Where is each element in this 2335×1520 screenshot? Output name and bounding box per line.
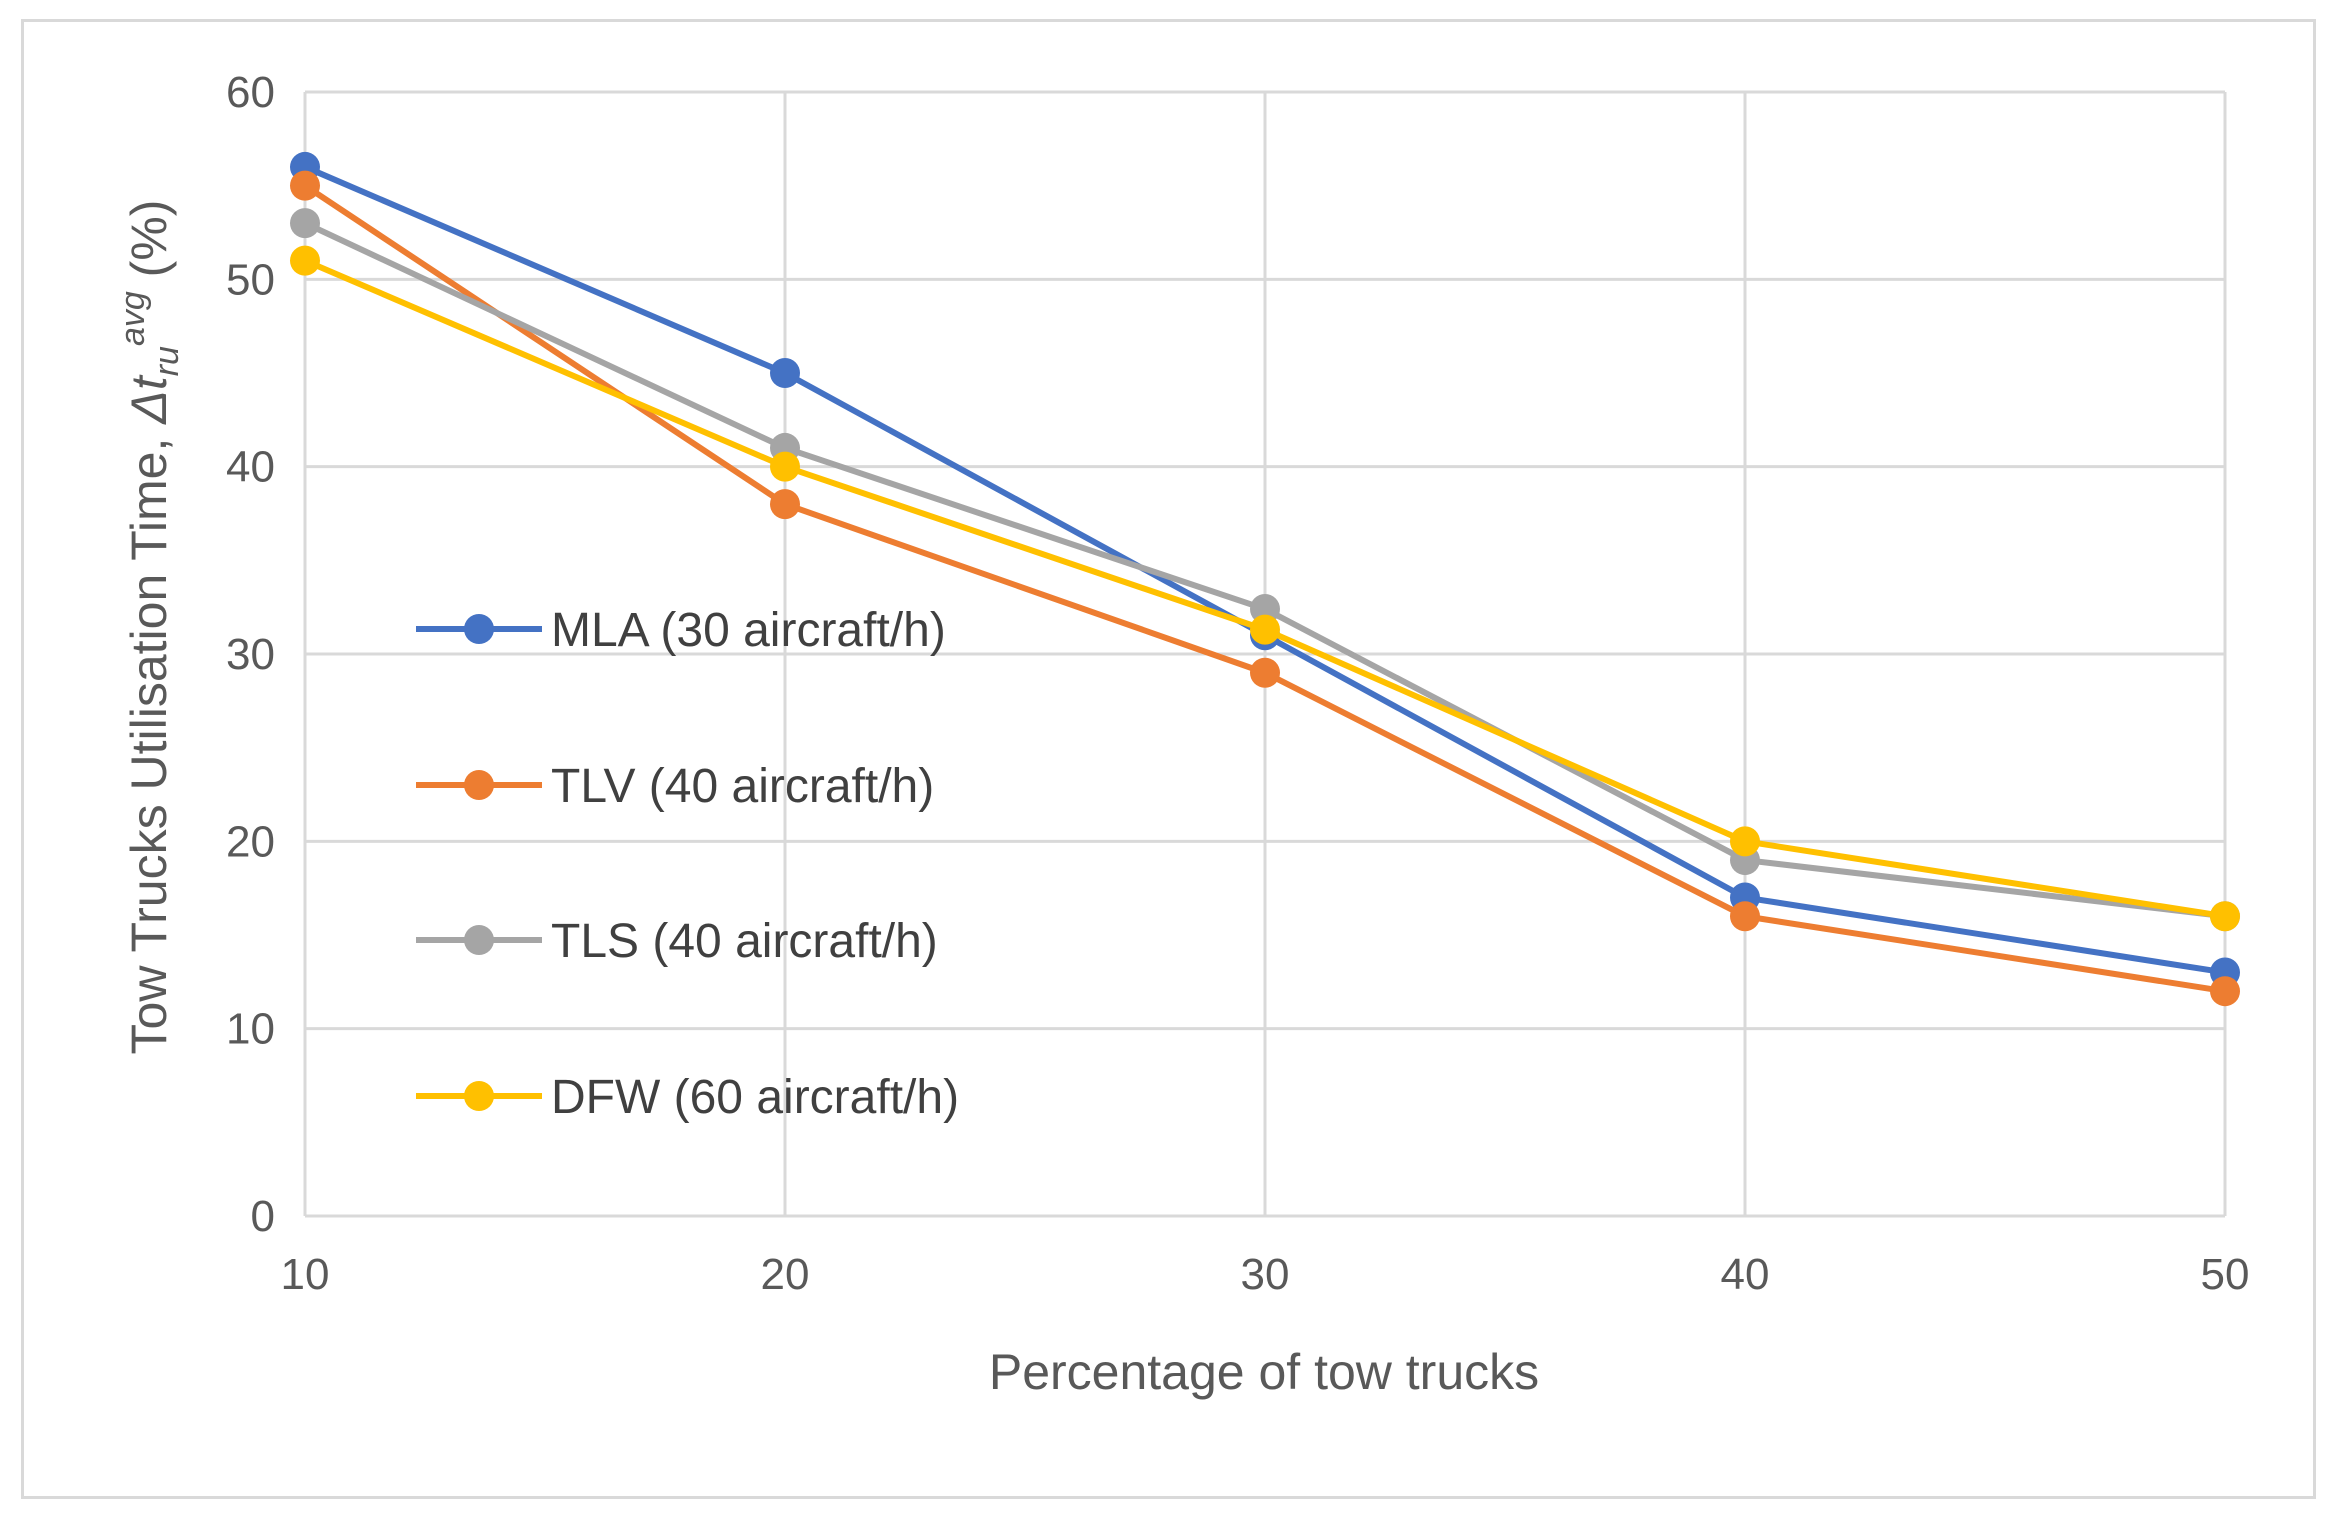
data-point bbox=[290, 245, 320, 276]
data-point bbox=[770, 489, 800, 520]
data-point bbox=[1250, 594, 1280, 625]
y-tick-label: 0 bbox=[251, 1192, 275, 1241]
x-axis-title: Percentage of tow trucks bbox=[989, 1344, 1539, 1400]
data-point bbox=[770, 451, 800, 482]
y-axis-title-unit: (%) bbox=[121, 200, 177, 292]
data-point bbox=[1730, 901, 1760, 932]
y-axis-title-superscript: avg bbox=[114, 291, 152, 346]
legend-marker bbox=[464, 770, 494, 800]
x-tick-label: 20 bbox=[761, 1250, 810, 1299]
x-tick-label: 40 bbox=[1721, 1250, 1770, 1299]
legend-item: TLS (40 aircraft/h) bbox=[416, 915, 938, 968]
data-point bbox=[2210, 901, 2240, 932]
y-tick-label: 10 bbox=[226, 1005, 275, 1054]
legend-marker bbox=[464, 925, 494, 955]
legend-marker bbox=[464, 614, 494, 644]
legend: MLA (30 aircraft/h) TLV (40 aircraft/h) TL… bbox=[416, 604, 959, 1124]
y-axis-title: Tow Trucks Utilisation Time, Δtruavg (%) bbox=[114, 200, 186, 1055]
legend-item: MLA (30 aircraft/h) bbox=[416, 604, 946, 657]
series-4 bbox=[290, 245, 2240, 932]
y-axis-ticks: 0 10 20 30 40 50 60 bbox=[226, 68, 275, 1241]
y-tick-label: 50 bbox=[226, 255, 275, 304]
y-tick-label: 60 bbox=[226, 68, 275, 117]
legend-item: DFW (60 aircraft/h) bbox=[416, 1071, 959, 1124]
y-tick-label: 20 bbox=[226, 817, 275, 866]
data-point bbox=[1250, 657, 1280, 688]
legend-label: TLV (40 aircraft/h) bbox=[551, 760, 934, 813]
x-tick-label: 10 bbox=[281, 1250, 330, 1299]
series-lines bbox=[290, 151, 2240, 1007]
legend-item: TLV (40 aircraft/h) bbox=[416, 760, 934, 813]
y-tick-label: 30 bbox=[226, 630, 275, 679]
data-point bbox=[2210, 976, 2240, 1007]
y-axis-title-subscript: ru bbox=[148, 346, 186, 376]
y-tick-label: 40 bbox=[226, 443, 275, 492]
data-point bbox=[290, 208, 320, 239]
x-tick-label: 50 bbox=[2201, 1250, 2250, 1299]
data-point bbox=[290, 170, 320, 201]
legend-label: DFW (60 aircraft/h) bbox=[551, 1071, 959, 1124]
gridlines bbox=[303, 90, 2227, 1218]
data-point bbox=[1250, 614, 1280, 645]
y-axis-title-symbol: Δt bbox=[121, 374, 177, 425]
legend-marker bbox=[464, 1081, 494, 1111]
x-axis-ticks: 10 20 30 40 50 bbox=[281, 1250, 2250, 1299]
legend-label: TLS (40 aircraft/h) bbox=[551, 915, 938, 968]
data-point bbox=[1730, 826, 1760, 857]
chart-frame: 0 10 20 30 40 50 60 10 20 30 40 50 MLA (30 aircraf… bbox=[21, 19, 2316, 1499]
data-point bbox=[770, 358, 800, 388]
y-axis-title-main: Tow Trucks Utilisation Time, bbox=[121, 424, 177, 1055]
x-tick-label: 30 bbox=[1241, 1250, 1290, 1299]
legend-label: MLA (30 aircraft/h) bbox=[551, 604, 946, 657]
